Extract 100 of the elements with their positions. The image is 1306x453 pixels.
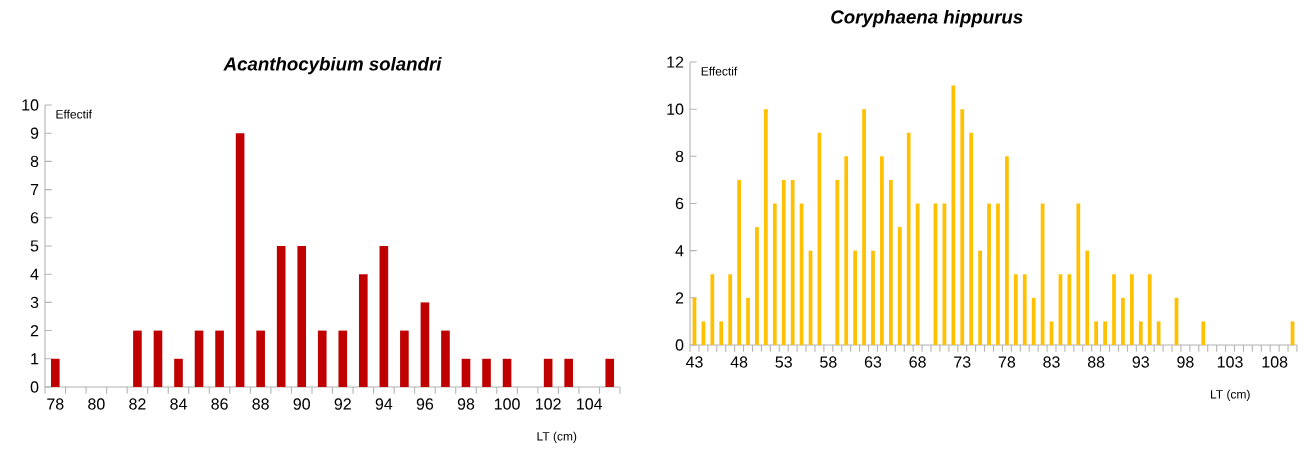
x-tick-label: 88 [1087,356,1105,368]
x-tick-label: 104 [577,398,603,410]
bar [379,245,389,387]
bar [1031,297,1036,345]
bar [960,109,965,345]
y-axis-title: Effectif [701,66,738,76]
y-tick-label: 7 [30,184,39,196]
x-tick-label: 90 [293,398,310,410]
bar [153,330,163,387]
bar [897,227,902,345]
y-tick-label: 10 [22,99,39,111]
x-tick-label: 82 [129,398,146,410]
bar [543,358,553,387]
y-tick-label: 10 [667,103,684,115]
bar [951,85,956,345]
bar [1103,321,1107,345]
y-tick-label: 3 [30,296,39,309]
x-tick-label: 48 [730,356,748,368]
bar [1085,250,1090,345]
bar [755,227,759,345]
bar [764,109,768,345]
y-tick-label: 1 [31,353,39,365]
bar [1129,274,1134,345]
x-tick-label: 86 [211,398,228,410]
chart-title: Coryphaena hippurus [831,9,1023,28]
bar [276,245,286,387]
x-axis-title: LT (cm) [537,431,577,443]
y-tick-label: 12 [667,56,684,68]
bar [844,156,849,345]
bar [359,274,368,387]
y-tick-label: 0 [30,381,39,393]
bar [317,330,327,387]
bar [1094,321,1099,345]
y-tick-label: 6 [675,197,684,210]
bar [502,358,512,387]
bar [256,330,265,387]
bar [888,179,893,345]
x-tick-label: 108 [1262,356,1288,368]
y-tick-label: 0 [675,339,684,351]
bar [987,203,991,345]
y-tick-label: 6 [30,212,39,224]
bar [906,132,911,345]
bar [564,358,573,387]
bar [710,274,715,345]
bar [1156,321,1161,345]
y-tick-label: 2 [675,292,684,304]
x-tick-label: 94 [375,398,393,410]
bar [50,358,60,387]
x-axis-title: LT (cm) [1210,389,1250,401]
bar [400,330,409,387]
x-tick-label: 98 [457,398,475,410]
x-tick-label: 100 [494,398,520,410]
bar [235,133,245,387]
bar [1112,274,1116,345]
x-tick-label: 80 [88,398,105,410]
y-tick-label: 2 [30,325,39,337]
x-tick-label: 78 [998,356,1016,368]
x-tick-label: 58 [820,356,837,368]
bar [728,274,733,345]
x-tick-label: 93 [1132,356,1149,368]
bar [969,132,974,345]
bar [215,330,224,387]
bar [1005,156,1009,345]
bar [978,250,982,345]
x-tick-label: 63 [864,356,882,368]
x-tick-label: 92 [334,398,351,410]
bar [1201,321,1206,345]
x-tick-label: 84 [170,398,187,410]
bar [772,203,777,345]
bar [297,245,307,387]
bar [441,330,450,387]
bar [737,179,741,345]
bar [174,358,183,387]
x-tick-label: 83 [1043,356,1060,368]
x-tick-label: 88 [252,398,269,410]
bar [871,250,875,345]
bar [1121,297,1125,345]
y-tick-label: 5 [30,240,39,252]
bar [482,358,491,387]
bar [133,330,142,387]
bar [194,330,204,387]
y-tick-label: 4 [30,268,39,280]
bar [1138,321,1143,345]
bar [862,109,866,345]
y-tick-label: 4 [675,245,684,257]
bar [461,358,471,387]
x-tick-label: 68 [909,356,926,368]
y-tick-label: 8 [30,155,39,168]
bar [1067,274,1072,345]
bar [880,156,884,345]
y-axis-title: Effectif [56,109,92,119]
bar [853,250,858,345]
x-tick-label: 78 [47,398,64,410]
x-tick-label: 102 [536,398,561,410]
x-tick-label: 98 [1177,356,1194,368]
bar [1013,274,1018,345]
bar [420,302,430,387]
bar [1022,274,1027,345]
bar [835,179,840,345]
x-tick-label: 53 [775,356,792,368]
